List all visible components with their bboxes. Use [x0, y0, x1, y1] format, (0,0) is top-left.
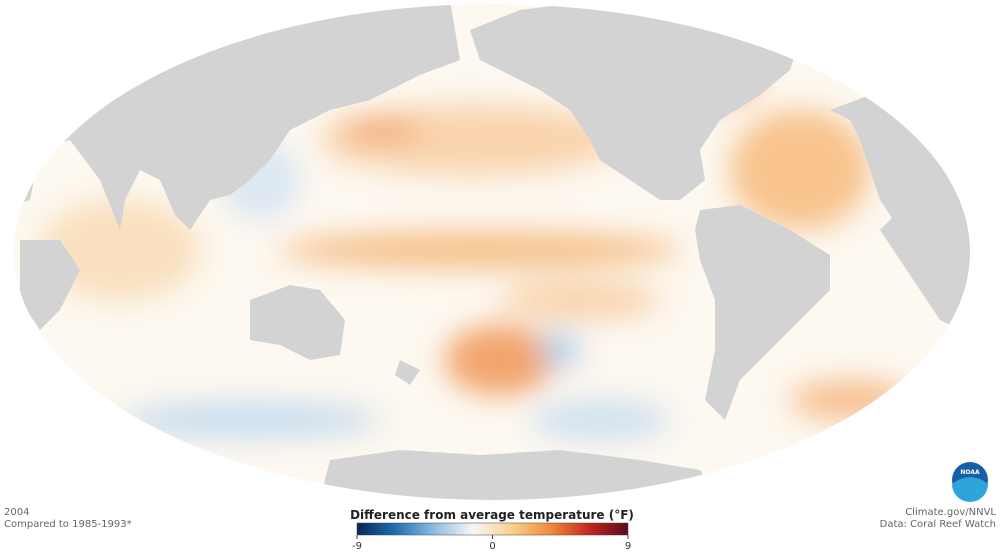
colorbar-ticks: -9 0 9	[352, 535, 631, 552]
noaa-logo: NOAA	[952, 462, 988, 502]
tick-label: 0	[489, 541, 495, 552]
logo-text: NOAA	[960, 469, 980, 476]
tick-label: 9	[625, 541, 631, 552]
baseline-note: Compared to 1985-1993*	[4, 519, 132, 530]
tick-label: -9	[352, 541, 362, 552]
colorbar	[356, 522, 629, 536]
legend-title: Difference from average temperature (°F)	[350, 508, 634, 522]
credit: Climate.gov/NNVL	[905, 507, 996, 518]
credit: Data: Coral Reef Watch	[880, 519, 996, 530]
year: 2004	[4, 507, 29, 518]
map	[14, 4, 970, 500]
